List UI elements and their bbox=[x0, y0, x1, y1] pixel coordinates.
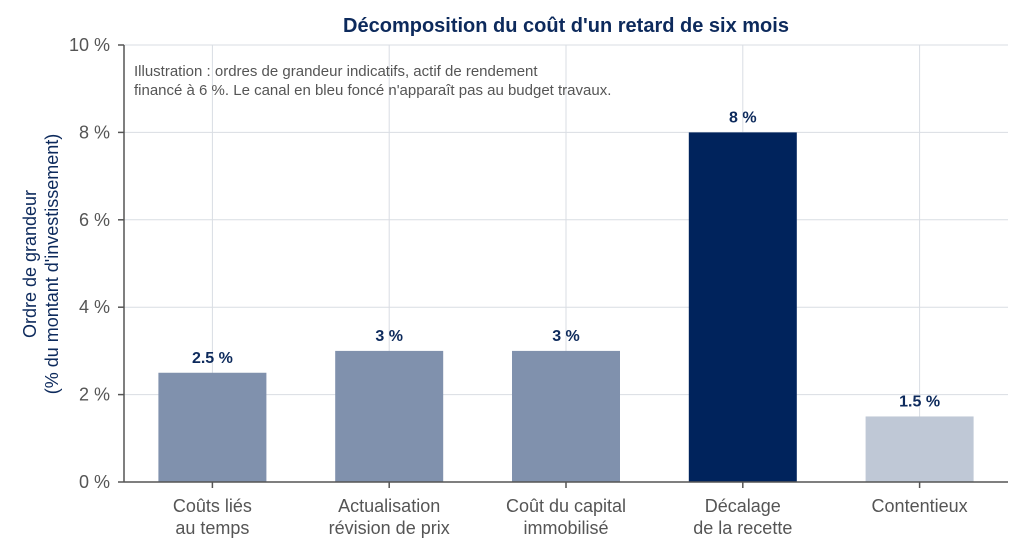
chart-annotation: Illustration : ordres de grandeur indica… bbox=[134, 63, 611, 99]
y-tick-label: 6 % bbox=[79, 210, 110, 230]
y-axis-label: Ordre de grandeur (% du montant d'investi… bbox=[20, 134, 62, 395]
y-tick-label: 10 % bbox=[69, 35, 110, 55]
y-tick-label: 2 % bbox=[79, 385, 110, 405]
data-label: 8 % bbox=[729, 109, 757, 126]
data-label: 2.5 % bbox=[192, 350, 233, 367]
data-label: 1.5 % bbox=[899, 393, 940, 410]
x-tick-label: Décalage de la recette bbox=[693, 496, 792, 538]
x-tick-label-line: Coût du capital bbox=[506, 496, 626, 516]
annotation-line: Illustration : ordres de grandeur indica… bbox=[134, 63, 538, 80]
bar bbox=[158, 372, 267, 482]
y-tick-label: 4 % bbox=[79, 297, 110, 317]
y-tick-label: 0 % bbox=[79, 472, 110, 492]
data-label: 3 % bbox=[375, 328, 403, 345]
y-tick-label: 8 % bbox=[79, 122, 110, 142]
x-tick-label: Coûts liés au temps bbox=[173, 496, 252, 538]
y-axis-label-line: (% du montant d'investissement) bbox=[42, 134, 62, 395]
x-tick-label-line: Coûts liés bbox=[173, 496, 252, 516]
bar bbox=[865, 416, 974, 482]
x-tick-label-line: Actualisation bbox=[338, 496, 440, 516]
x-tick-label-line: immobilisé bbox=[523, 518, 608, 538]
x-tick-label-line: Contentieux bbox=[872, 496, 968, 516]
x-tick-label: Coût du capital immobilisé bbox=[506, 496, 626, 538]
bar bbox=[512, 350, 620, 482]
x-tick-label-line: au temps bbox=[175, 518, 249, 538]
annotation-line: financé à 6 %. Le canal en bleu foncé n'… bbox=[134, 82, 611, 99]
x-tick-label-line: révision de prix bbox=[329, 518, 450, 538]
x-tick-label-line: Décalage bbox=[705, 496, 781, 516]
data-label: 3 % bbox=[552, 328, 580, 345]
bar bbox=[688, 132, 797, 482]
x-tick-label: Actualisation révision de prix bbox=[329, 496, 450, 538]
bar bbox=[335, 350, 444, 482]
chart-title: Décomposition du coût d'un retard de six… bbox=[343, 15, 789, 37]
x-tick-label-line: de la recette bbox=[693, 518, 792, 538]
x-tick-label: Contentieux bbox=[872, 496, 968, 516]
y-axis-label-line: Ordre de grandeur bbox=[20, 190, 40, 338]
